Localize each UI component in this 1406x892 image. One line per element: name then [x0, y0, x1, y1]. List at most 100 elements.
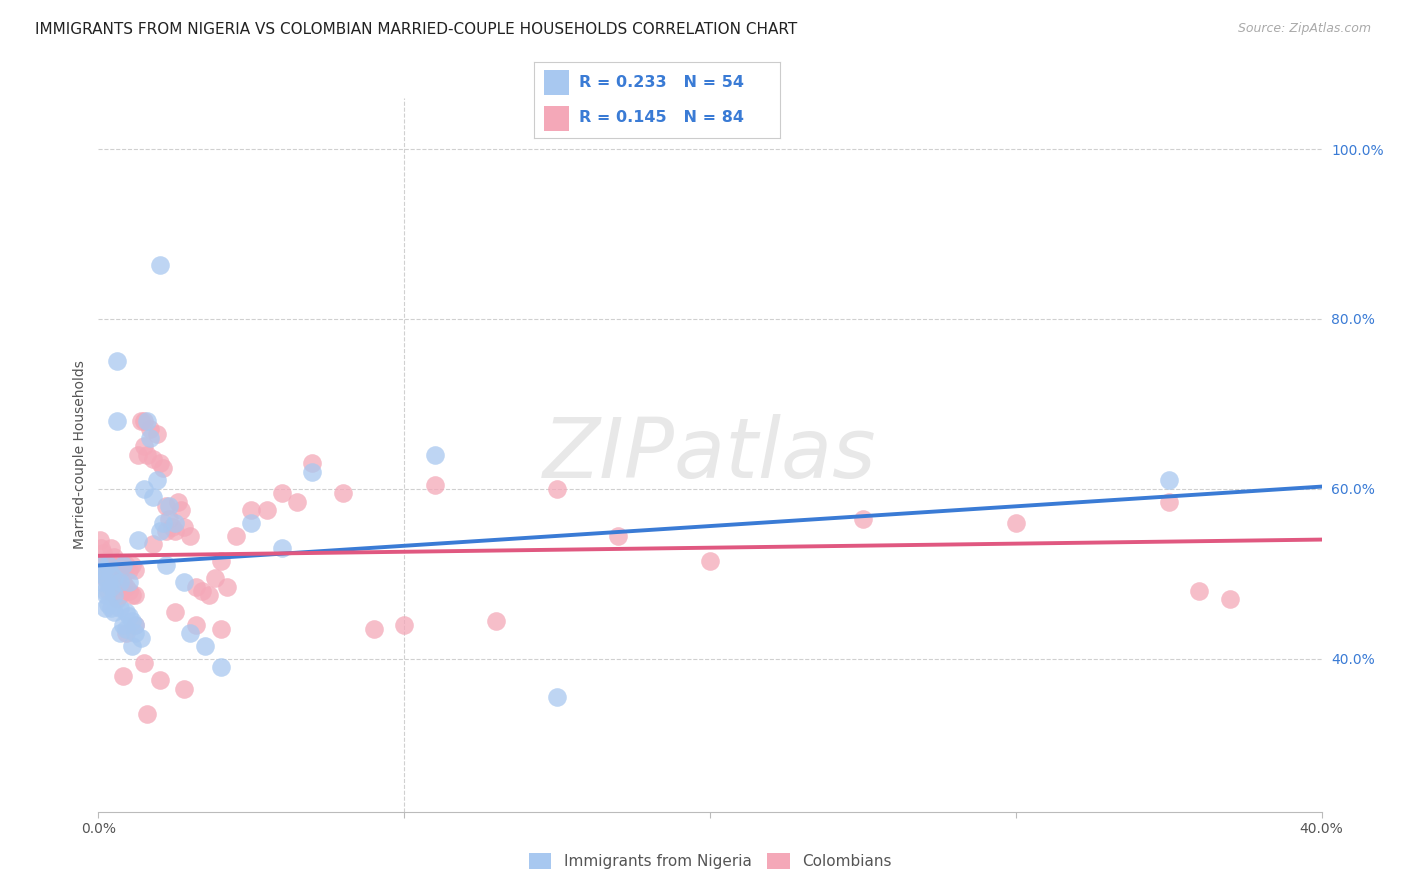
Point [197, 588, 219, 602]
Point [90, 558, 112, 573]
Point [105, 414, 128, 428]
Point [173, 681, 195, 696]
Point [91, 563, 114, 577]
Point [392, 617, 416, 632]
Point [105, 575, 128, 590]
Point [103, 566, 125, 581]
Point [97, 597, 120, 611]
Point [173, 575, 195, 590]
Point [90, 566, 112, 581]
Point [124, 626, 146, 640]
Text: R = 0.233   N = 54: R = 0.233 N = 54 [579, 76, 744, 90]
Point [332, 486, 354, 500]
Point [89, 558, 111, 573]
Point [852, 511, 875, 525]
Point [111, 617, 134, 632]
Point [155, 558, 177, 573]
Point [209, 660, 232, 674]
Point [90, 575, 112, 590]
Point [108, 575, 131, 590]
Point [91, 546, 114, 560]
Point [149, 673, 172, 687]
Point [485, 614, 508, 628]
Point [160, 520, 183, 534]
Point [179, 528, 201, 542]
Text: Source: ZipAtlas.com: Source: ZipAtlas.com [1237, 22, 1371, 36]
Point [155, 524, 177, 539]
Point [163, 605, 186, 619]
Point [163, 524, 186, 539]
Point [93, 583, 115, 598]
Point [152, 516, 174, 530]
Point [129, 631, 152, 645]
Point [115, 558, 138, 573]
Point [270, 541, 292, 556]
Point [1157, 494, 1180, 508]
Point [136, 448, 159, 462]
Point [103, 549, 125, 564]
Point [152, 460, 174, 475]
Point [136, 414, 159, 428]
Point [97, 583, 120, 598]
Point [93, 554, 115, 568]
Point [157, 499, 180, 513]
Point [111, 575, 134, 590]
Point [100, 580, 122, 594]
Point [124, 617, 146, 632]
Point [163, 516, 186, 530]
Point [149, 524, 172, 539]
Point [209, 554, 232, 568]
Point [142, 491, 165, 505]
Point [124, 617, 146, 632]
Point [155, 499, 177, 513]
Point [167, 494, 190, 508]
Point [256, 503, 278, 517]
Point [240, 503, 263, 517]
Point [270, 486, 292, 500]
Point [1004, 516, 1026, 530]
Point [170, 503, 193, 517]
Point [118, 563, 141, 577]
Point [100, 558, 122, 573]
Point [134, 439, 156, 453]
Point [115, 580, 138, 594]
Point [115, 605, 138, 619]
Point [100, 600, 122, 615]
Point [607, 528, 630, 542]
Point [423, 477, 446, 491]
Text: IMMIGRANTS FROM NIGERIA VS COLOMBIAN MARRIED-COUPLE HOUSEHOLDS CORRELATION CHART: IMMIGRANTS FROM NIGERIA VS COLOMBIAN MAR… [35, 22, 797, 37]
Point [97, 575, 120, 590]
Point [134, 656, 156, 670]
Point [100, 541, 122, 556]
Point [186, 617, 208, 632]
Point [97, 558, 120, 573]
Point [100, 566, 122, 581]
Point [301, 465, 323, 479]
Point [136, 706, 159, 721]
Point [149, 457, 172, 471]
Point [149, 259, 172, 273]
Point [97, 571, 120, 585]
Point [124, 588, 146, 602]
Point [546, 482, 568, 496]
Point [115, 622, 138, 636]
Point [111, 558, 134, 573]
Point [108, 563, 131, 577]
Point [103, 571, 125, 585]
Point [118, 575, 141, 590]
Point [134, 482, 156, 496]
Point [186, 580, 208, 594]
Point [546, 690, 568, 704]
Point [105, 354, 128, 368]
Point [142, 452, 165, 467]
Point [209, 622, 232, 636]
Point [118, 583, 141, 598]
Point [121, 614, 143, 628]
Point [1188, 583, 1211, 598]
Point [1157, 474, 1180, 488]
Point [225, 528, 247, 542]
Point [1219, 592, 1241, 607]
Point [108, 600, 131, 615]
Point [142, 537, 165, 551]
Point [699, 554, 721, 568]
